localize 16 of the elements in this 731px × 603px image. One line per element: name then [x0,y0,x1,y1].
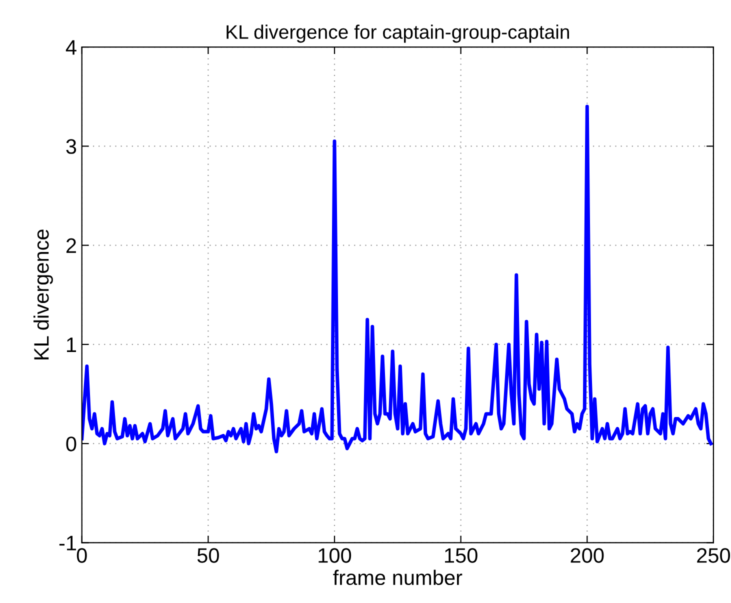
y-tick-label: 1 [67,338,76,352]
y-tick-label: 3 [66,139,76,154]
x-tick-label: 0 [76,548,87,563]
x-tick-label: 100 [318,548,352,563]
x-tick-label: 250 [697,548,730,563]
y-tick-label: 2 [66,238,76,253]
x-tick-label: 200 [570,548,604,563]
x-axis-title: frame number [333,570,462,586]
x-tick-label: 50 [197,548,219,563]
y-tick-label: 4 [66,40,76,55]
chart-title: KL divergence for captain-group-captain [226,24,569,43]
y-tick-label: -1 [59,536,76,550]
line-series [82,104,713,454]
x-tick-label: 150 [445,548,478,563]
y-tick-label: 0 [66,436,76,452]
y-axis-title: KL divergence [34,230,53,360]
